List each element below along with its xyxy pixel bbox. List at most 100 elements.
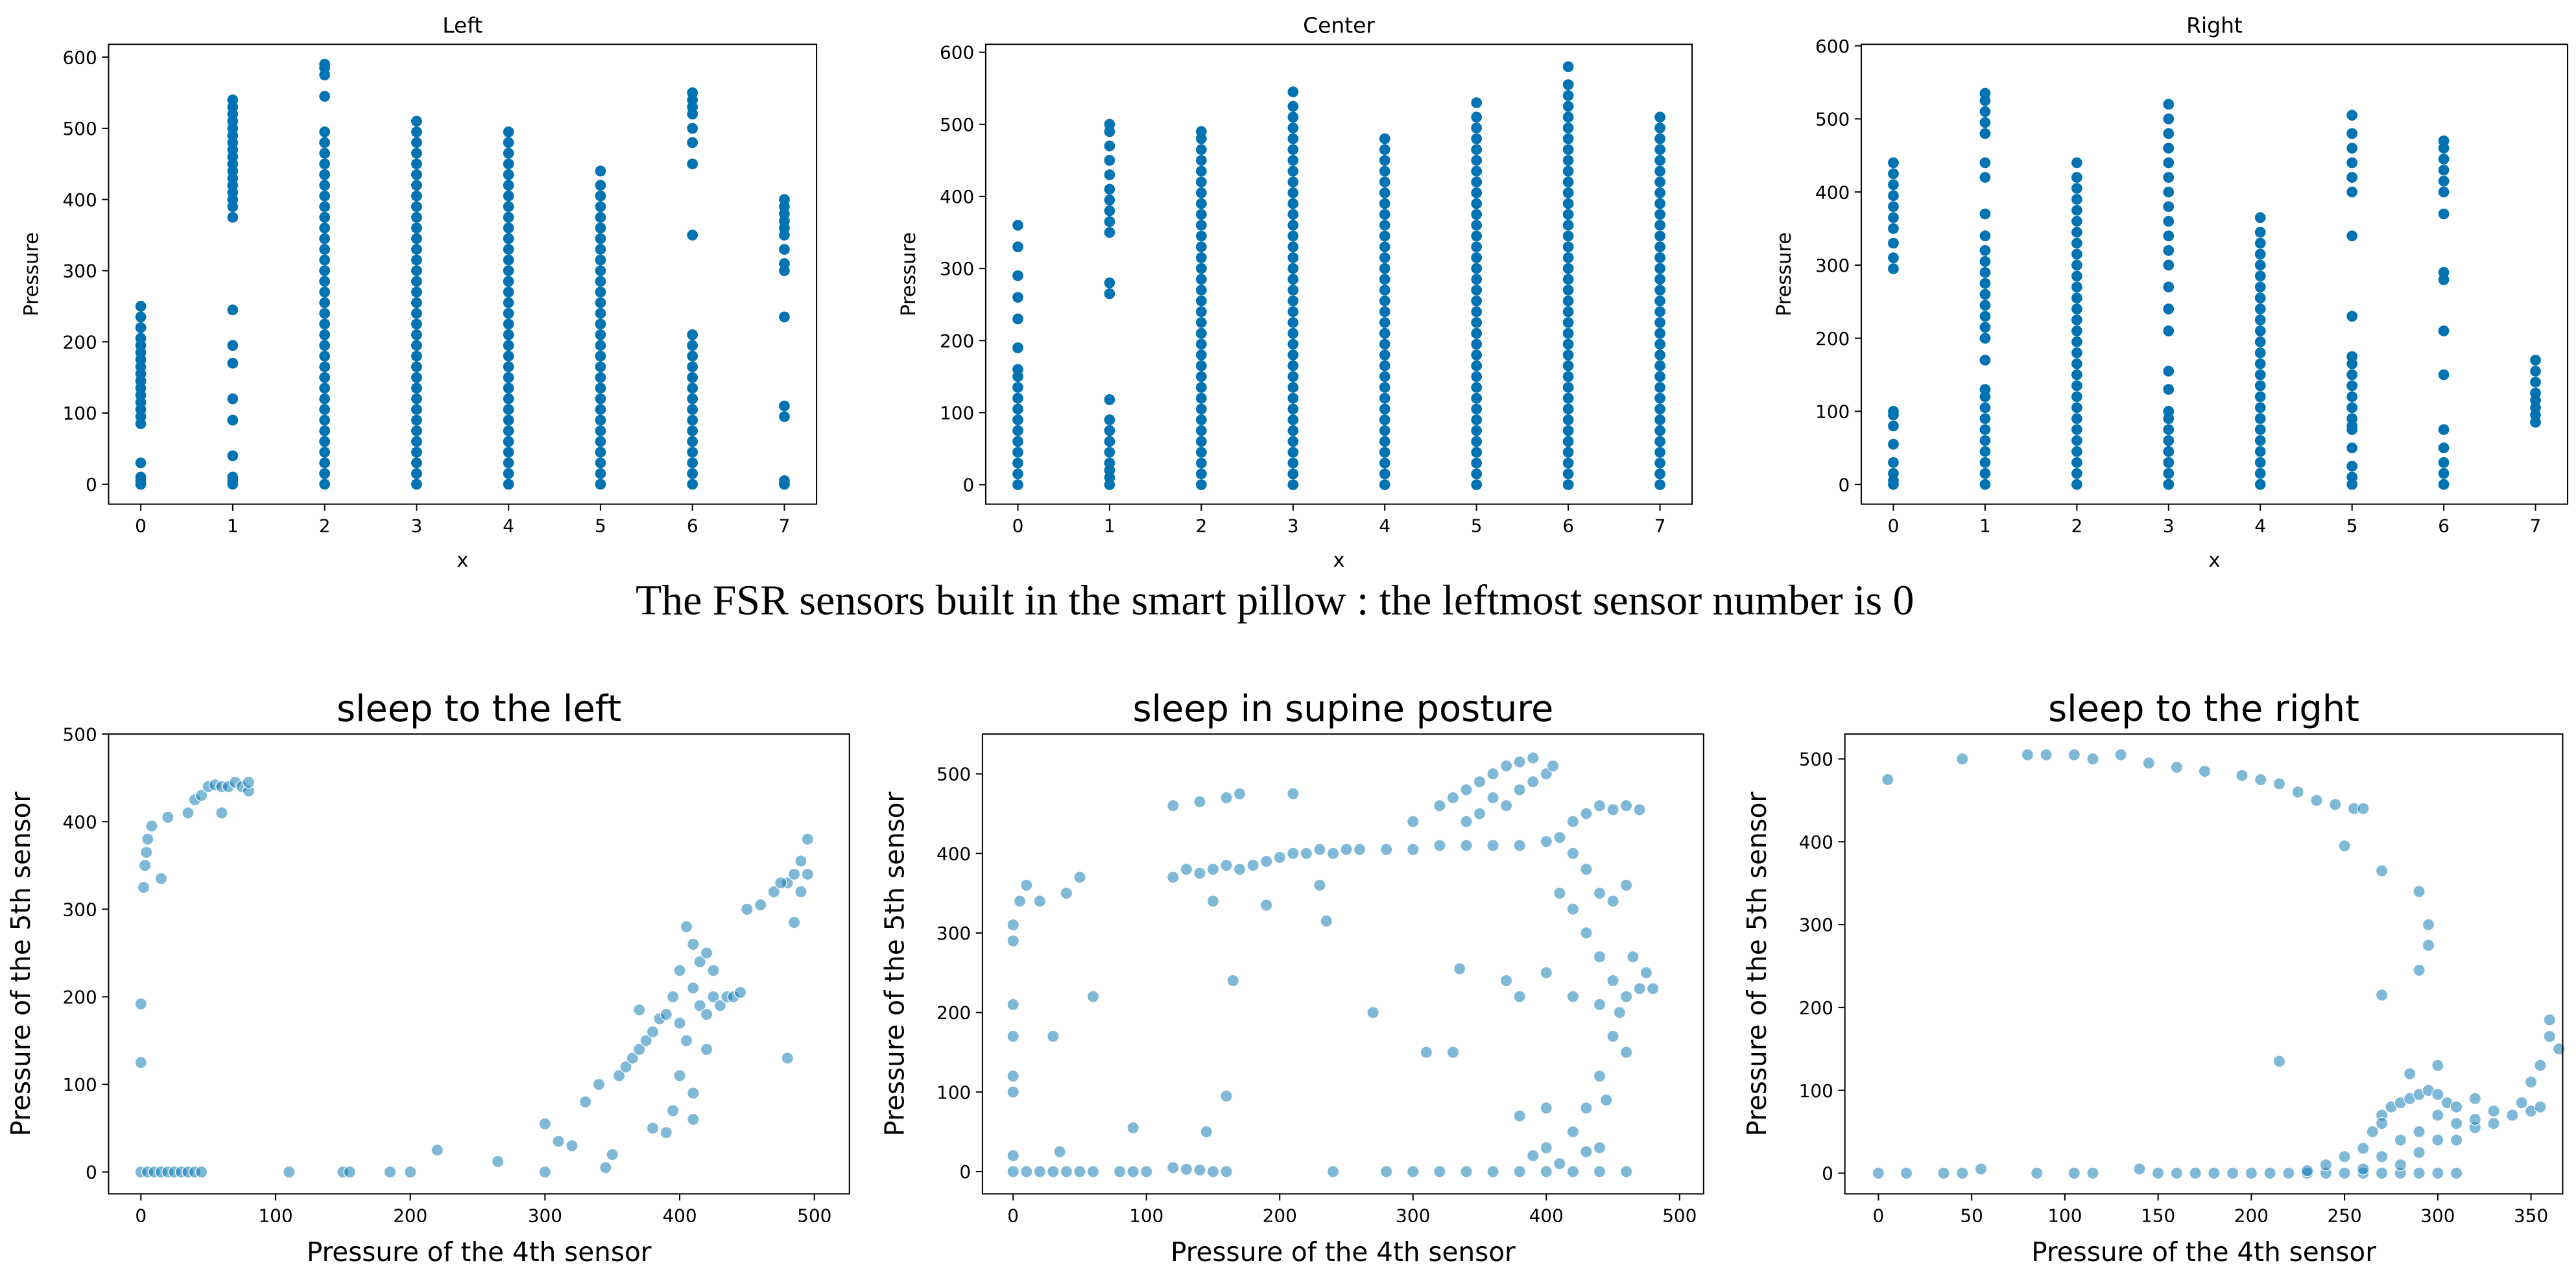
point <box>2071 435 2082 446</box>
point <box>1562 144 1574 156</box>
point <box>2163 186 2175 198</box>
point <box>319 404 330 415</box>
point <box>2438 154 2450 165</box>
point <box>1654 392 1665 404</box>
point <box>411 393 422 405</box>
point <box>693 955 706 969</box>
point <box>2431 1088 2444 1101</box>
point <box>2438 208 2450 220</box>
point <box>687 414 698 426</box>
point <box>687 137 698 148</box>
point <box>1287 220 1299 231</box>
point <box>411 254 422 266</box>
point <box>687 350 698 362</box>
point <box>137 880 150 894</box>
point <box>1471 144 1483 156</box>
point <box>2431 1059 2444 1072</box>
point <box>135 311 147 323</box>
point <box>2254 391 2266 403</box>
point <box>2254 358 2266 370</box>
point <box>135 457 147 469</box>
point <box>503 233 514 244</box>
chart-title: Left <box>442 13 483 38</box>
point <box>1195 176 1207 188</box>
point <box>2552 1042 2566 1056</box>
point <box>2189 1166 2202 1180</box>
point <box>1471 360 1483 372</box>
point <box>1580 863 1593 876</box>
point <box>503 201 514 213</box>
point <box>1654 198 1665 209</box>
x-tick-label: 400 <box>1529 1205 1564 1226</box>
point <box>1471 479 1483 490</box>
point <box>2071 456 2082 468</box>
point <box>2375 1116 2389 1130</box>
point <box>2346 471 2358 483</box>
point <box>2071 325 2082 337</box>
point <box>1460 815 1473 828</box>
point <box>1471 382 1483 393</box>
point <box>319 222 330 233</box>
point <box>1193 1163 1206 1177</box>
y-tick-label: 200 <box>936 1002 971 1024</box>
point <box>1654 252 1665 263</box>
point <box>1979 311 1991 322</box>
point <box>319 297 330 309</box>
point <box>1562 89 1574 101</box>
point <box>1104 216 1115 228</box>
point <box>1593 886 1606 900</box>
point <box>1562 403 1574 415</box>
point <box>411 115 422 127</box>
point <box>411 276 422 287</box>
point <box>1287 349 1299 360</box>
point <box>1195 154 1207 166</box>
point <box>2300 1164 2314 1177</box>
point <box>227 414 239 426</box>
point <box>595 393 606 405</box>
point <box>595 190 606 202</box>
point <box>2346 351 2358 362</box>
point <box>2366 1125 2379 1139</box>
point <box>2263 1166 2276 1180</box>
point <box>1654 403 1665 415</box>
x-axis-label: Pressure of the 4th sensor <box>1171 1236 1516 1268</box>
point <box>503 180 514 191</box>
point <box>1012 292 1023 303</box>
point <box>1287 457 1299 469</box>
point <box>503 404 514 415</box>
y-tick-label: 100 <box>63 403 97 424</box>
point <box>687 404 698 415</box>
point <box>1513 1165 1526 1178</box>
point <box>1433 1165 1446 1178</box>
x-axis-label: x <box>2209 549 2221 572</box>
point <box>693 999 706 1012</box>
chart-title: Center <box>1303 13 1375 38</box>
point <box>2163 446 2175 457</box>
point <box>319 308 330 319</box>
point <box>1471 97 1483 108</box>
point <box>2530 366 2541 377</box>
point <box>411 468 422 479</box>
point <box>2346 391 2358 403</box>
point <box>1420 1046 1433 1059</box>
point <box>1167 1161 1180 1174</box>
point <box>319 158 330 170</box>
point <box>503 169 514 180</box>
point <box>1562 252 1574 263</box>
point <box>2163 128 2175 139</box>
point <box>2346 172 2358 183</box>
point <box>411 372 422 383</box>
point <box>1979 384 1991 395</box>
point <box>1553 886 1566 900</box>
point <box>1287 403 1299 415</box>
point <box>1619 1046 1633 1059</box>
point <box>1379 274 1390 285</box>
point <box>1180 1163 1193 1176</box>
point <box>227 211 239 223</box>
point <box>1566 815 1580 828</box>
point <box>779 475 790 486</box>
point <box>411 361 422 373</box>
point <box>1012 447 1023 458</box>
point <box>1562 79 1574 90</box>
x-axis-label: x <box>1333 549 1345 572</box>
